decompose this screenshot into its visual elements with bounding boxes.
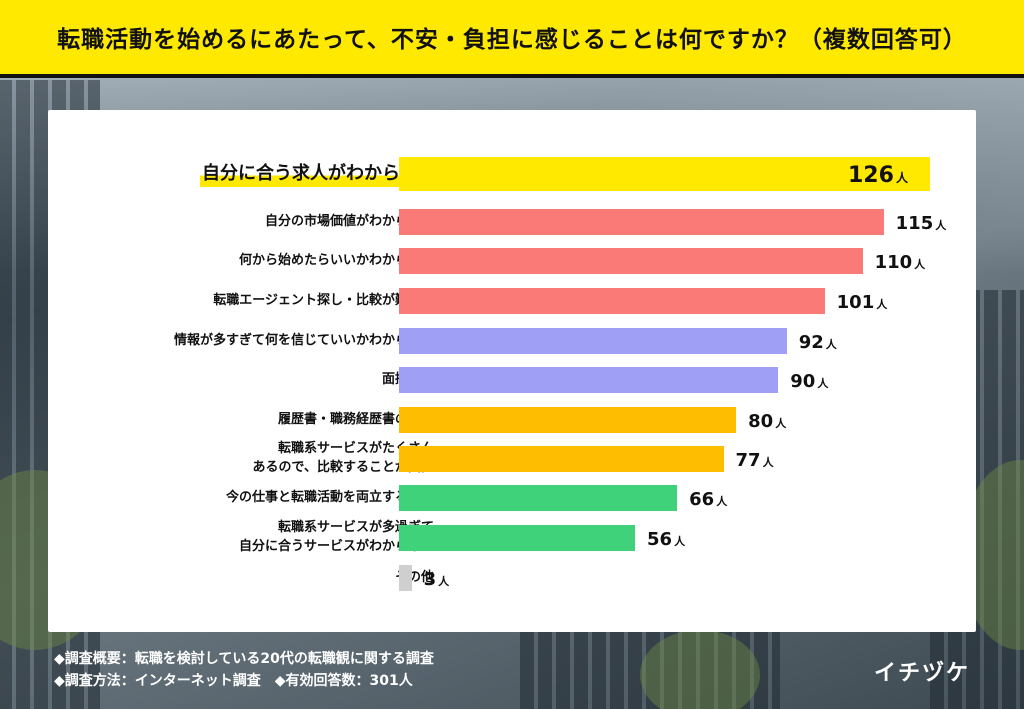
bar — [399, 157, 930, 191]
value-label: 126 人 — [848, 162, 908, 188]
bar — [399, 288, 825, 314]
category-label: 何から始めたらいいかわからない — [238, 252, 434, 268]
bar — [399, 367, 779, 393]
bar — [399, 209, 884, 235]
category-label: 転職系サービスが多過ぎて 自分に合うサービスがわからない — [238, 520, 434, 554]
value-label: 110 人 — [874, 251, 926, 273]
chart-panel: 自分に合う求人がわからない自分の市場価値がわからない何から始めたらいいかわからな… — [48, 110, 976, 632]
value-label: 101 人 — [836, 291, 888, 313]
bar — [399, 525, 635, 551]
title-banner: 転職活動を始めるにあたって、不安・負担に感じることは何ですか？（複数回答可） — [0, 0, 1024, 78]
value-label: 77 人 — [735, 449, 774, 471]
brand-logo: イチヅケ — [874, 661, 971, 686]
value-label: 92 人 — [798, 331, 837, 353]
category-label: 今の仕事と転職活動を両立すること — [225, 489, 434, 505]
value-label: 56 人 — [647, 528, 686, 550]
survey-method: ◆調査方法：インターネット調査 — [54, 673, 261, 689]
bar — [399, 328, 787, 354]
category-label: 転職エージェント探し・比較が難しい — [213, 292, 434, 308]
survey-responses: ◆有効回答数：301人 — [274, 673, 413, 689]
chart-title: 転職活動を始めるにあたって、不安・負担に感じることは何ですか？（複数回答可） — [57, 27, 967, 53]
bar — [399, 485, 678, 511]
value-label: 80 人 — [748, 410, 787, 432]
bar — [399, 407, 737, 433]
category-label: 転職系サービスがたくさん あるので、比較することが負担 — [252, 441, 434, 475]
category-label: 情報が多すぎて何を信じていいかわからない — [173, 332, 434, 348]
category-label: 自分の市場価値がわからない — [264, 213, 434, 229]
value-label: 115 人 — [895, 212, 947, 234]
survey-notes: ◆調査概要：転職を検討している20代の転職観に関する調査 ◆調査方法：インターネ… — [54, 648, 434, 692]
bar — [399, 248, 863, 274]
category-label: 自分に合う求人がわからない — [200, 161, 438, 188]
bar — [399, 446, 724, 472]
category-label: 履歴書・職務経歴書の準備 — [277, 411, 434, 427]
value-label: 66 人 — [689, 488, 728, 510]
survey-overview: ◆調査概要：転職を検討している20代の転職観に関する調査 — [54, 651, 434, 667]
bar — [399, 565, 412, 591]
category-labels: 自分に合う求人がわからない自分の市場価値がわからない何から始めたらいいかわからな… — [48, 110, 438, 632]
value-label: 90 人 — [790, 370, 829, 392]
